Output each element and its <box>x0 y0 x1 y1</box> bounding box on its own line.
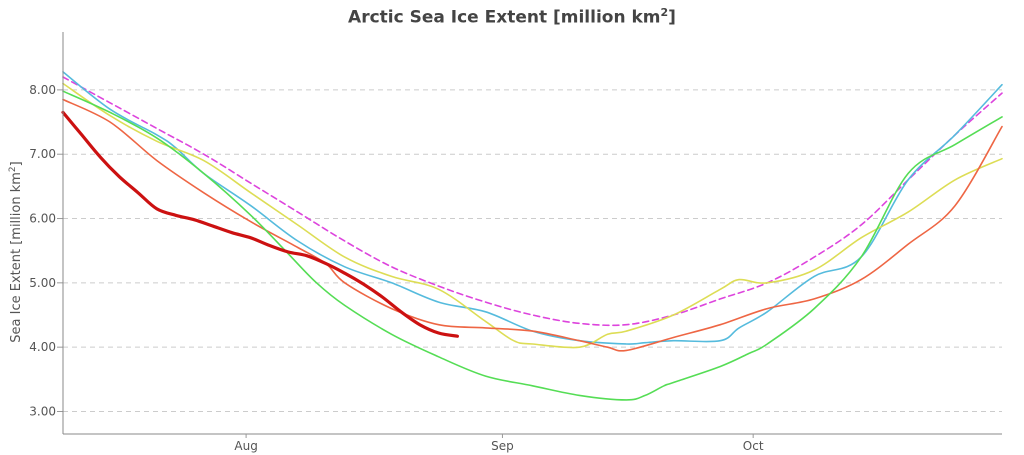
x-tick-label: Oct <box>743 439 764 453</box>
x-tick-label: Sep <box>491 439 514 453</box>
y-tick-label: 5.00 <box>29 276 56 290</box>
x-tick-label: Aug <box>234 439 257 453</box>
series-line-5 <box>62 90 1003 401</box>
chart-title: Arctic Sea Ice Extent [million km2] <box>348 6 676 28</box>
series-line-3 <box>62 82 1003 349</box>
series-line-6 <box>61 110 459 338</box>
y-tick-label: 7.00 <box>29 147 56 161</box>
series-line-4 <box>62 98 1003 352</box>
series-line-1 <box>62 76 1003 327</box>
y-tick-label: 6.00 <box>29 212 56 226</box>
y-tick-label: 8.00 <box>29 83 56 97</box>
y-tick-label: 3.00 <box>29 404 56 418</box>
y-tick-label: 4.00 <box>29 340 56 354</box>
series-line-2 <box>62 71 1003 345</box>
